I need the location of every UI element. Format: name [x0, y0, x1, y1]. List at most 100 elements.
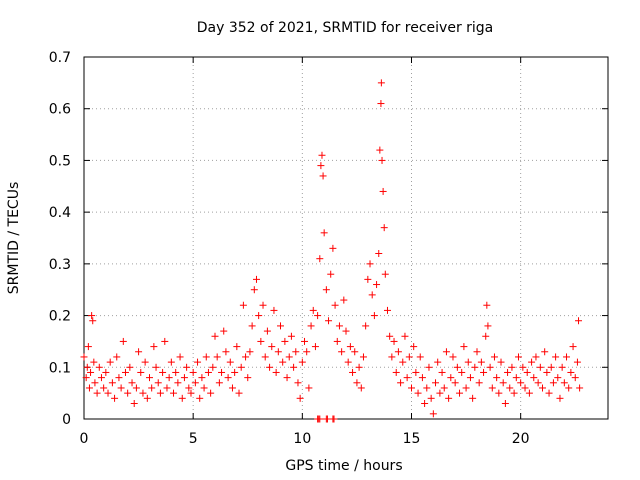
data-point	[237, 363, 245, 371]
data-point	[330, 415, 338, 423]
data-point	[244, 374, 252, 382]
data-point	[429, 410, 437, 418]
data-point	[486, 363, 494, 371]
data-point	[355, 363, 363, 371]
y-tick-label: 0.5	[49, 153, 71, 169]
data-point	[161, 337, 169, 345]
data-point	[501, 399, 509, 407]
x-tick-label: 0	[80, 431, 89, 447]
data-point	[117, 384, 125, 392]
data-point	[207, 389, 215, 397]
data-point	[565, 384, 573, 392]
data-point	[576, 384, 584, 392]
data-point	[196, 394, 204, 402]
data-point	[296, 394, 304, 402]
data-point	[547, 363, 555, 371]
data-point	[483, 301, 491, 309]
data-point	[335, 322, 343, 330]
data-point	[85, 384, 93, 392]
data-point	[167, 358, 175, 366]
y-tick-label: 0.1	[49, 360, 71, 376]
data-point	[178, 394, 186, 402]
data-point	[412, 368, 420, 376]
data-point	[220, 327, 228, 335]
y-tick-label: 0.2	[49, 309, 71, 325]
data-point	[488, 384, 496, 392]
data-point	[287, 332, 295, 340]
data-point	[309, 306, 317, 314]
plot-frame	[83, 56, 609, 420]
data-point	[432, 379, 440, 387]
data-point	[473, 348, 481, 356]
data-point	[541, 348, 549, 356]
y-tick-label: 0.6	[49, 102, 71, 118]
data-point	[226, 358, 234, 366]
data-point	[194, 358, 202, 366]
data-point	[263, 327, 271, 335]
data-point	[82, 374, 90, 382]
data-point	[211, 332, 219, 340]
data-point	[401, 332, 409, 340]
data-point	[368, 291, 376, 299]
data-point	[534, 379, 542, 387]
data-point	[148, 384, 156, 392]
data-point	[189, 368, 197, 376]
data-point	[383, 306, 391, 314]
data-point	[126, 363, 134, 371]
data-point	[530, 374, 538, 382]
data-point	[573, 358, 581, 366]
data-point	[338, 348, 346, 356]
data-point	[506, 384, 514, 392]
data-point	[528, 358, 536, 366]
data-point	[172, 368, 180, 376]
data-point	[159, 368, 167, 376]
data-point	[342, 327, 350, 335]
data-point	[274, 348, 282, 356]
data-point	[405, 353, 413, 361]
data-point	[255, 312, 263, 320]
data-point	[362, 322, 370, 330]
data-point	[95, 363, 103, 371]
data-point	[163, 384, 171, 392]
data-point	[231, 368, 239, 376]
data-point	[381, 270, 389, 278]
data-point	[259, 301, 267, 309]
data-point	[272, 368, 280, 376]
data-point	[499, 379, 507, 387]
data-point	[442, 348, 450, 356]
data-point	[471, 363, 479, 371]
data-point	[224, 374, 232, 382]
data-point	[303, 348, 311, 356]
data-point	[146, 374, 153, 382]
data-point	[200, 384, 208, 392]
x-tick-label: 20	[512, 431, 530, 447]
data-point	[108, 379, 116, 387]
data-point	[93, 389, 101, 397]
data-point	[482, 332, 490, 340]
data-point	[233, 343, 241, 351]
data-point	[128, 379, 136, 387]
data-point	[377, 79, 385, 87]
data-point	[388, 353, 396, 361]
x-tick-label: 15	[403, 431, 421, 447]
data-point	[311, 343, 319, 351]
data-point	[469, 394, 477, 402]
axis-ticks: 0 0.1 0.2 0.3 0.4 0.5 0.6 0.7 0 5 10 15 20	[49, 50, 608, 447]
data-point	[170, 389, 178, 397]
data-point	[477, 358, 485, 366]
data-point	[222, 348, 230, 356]
y-axis-label: SRMTID / TECUs	[6, 182, 22, 295]
data-point	[113, 353, 121, 361]
data-point	[305, 384, 313, 392]
data-point	[480, 368, 488, 376]
data-point	[314, 312, 322, 320]
data-point	[115, 374, 123, 382]
data-point	[425, 363, 433, 371]
data-point	[320, 229, 328, 237]
data-point	[571, 374, 579, 382]
data-point	[346, 343, 354, 351]
data-point	[512, 374, 520, 382]
data-point	[399, 358, 407, 366]
data-point	[331, 301, 339, 309]
data-point	[83, 363, 91, 371]
